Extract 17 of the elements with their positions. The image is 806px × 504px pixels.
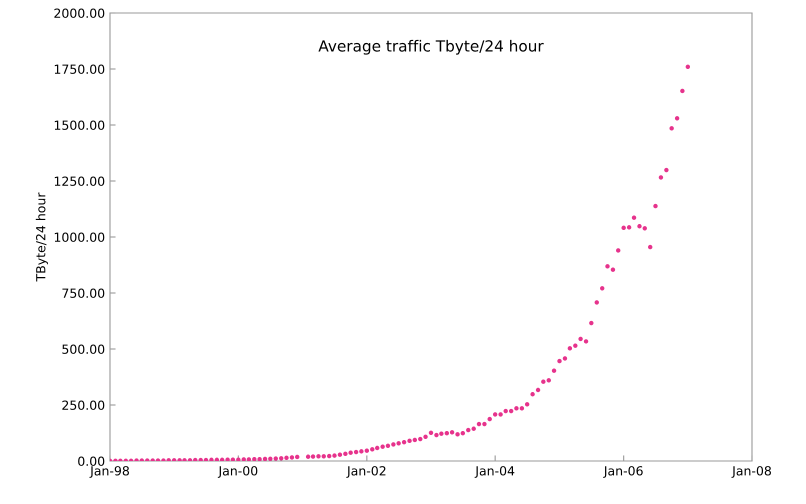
x-tick-label: Jan-06 — [603, 466, 643, 478]
y-tick-label: 1000.00 — [54, 232, 104, 242]
y-tick-label: 0.00 — [78, 456, 104, 466]
x-tick-label: Jan-08 — [732, 466, 771, 478]
y-tick-label: 1750.00 — [54, 64, 104, 74]
y-tick-label: 1250.00 — [54, 176, 104, 186]
x-tick-label: Jan-02 — [346, 466, 386, 478]
x-tick-label: Jan-98 — [90, 466, 129, 478]
y-tick-label: 1500.00 — [54, 120, 104, 130]
y-tick-label: 500.00 — [62, 344, 104, 354]
text: Average traffic Tbyte/24 hour — [318, 40, 544, 55]
y-tick-label: 750.00 — [62, 288, 104, 298]
y-tick-label: 250.00 — [62, 400, 104, 410]
y-axis-title: TByte/24 hour — [36, 192, 48, 282]
x-tick-label: Jan-04 — [474, 466, 514, 478]
x-tick-label: Jan-00 — [218, 466, 258, 478]
y-tick-label: 2000.00 — [54, 8, 104, 18]
